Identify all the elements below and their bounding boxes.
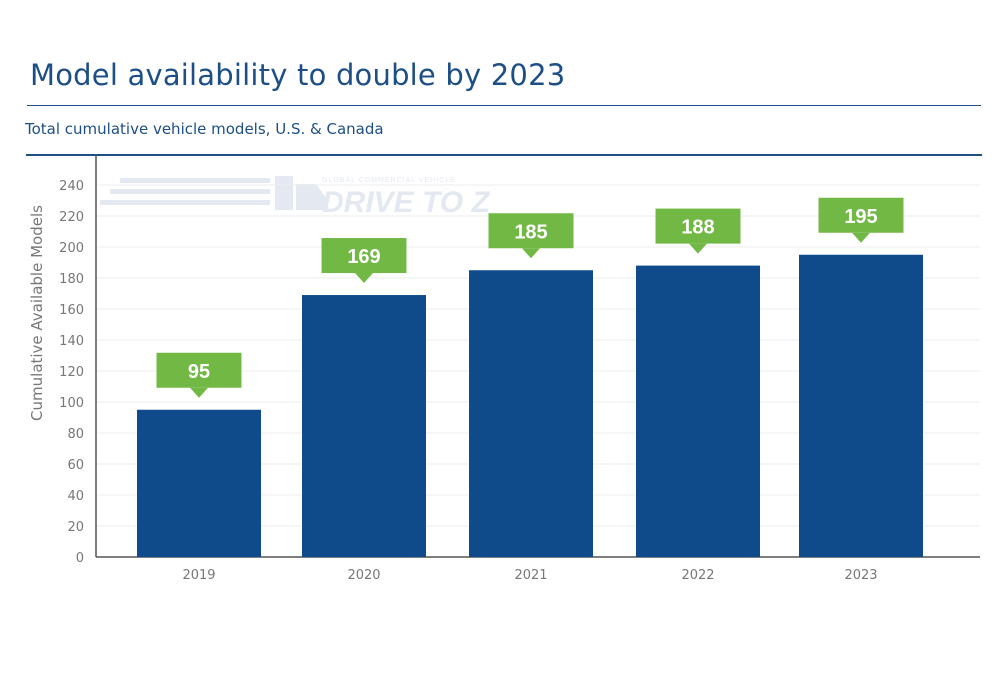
data-label: 169 — [321, 238, 407, 284]
data-label-pointer — [852, 232, 870, 243]
y-tick-label: 200 — [59, 241, 84, 256]
y-tick-label: 120 — [59, 365, 84, 380]
data-label-text: 169 — [347, 246, 380, 268]
data-label-text: 185 — [514, 221, 547, 243]
x-tick-label: 2022 — [681, 568, 714, 583]
data-label-box — [818, 197, 904, 233]
data-label-box — [156, 352, 242, 388]
x-tick-label: 2021 — [514, 568, 547, 583]
x-tick-label: 2020 — [347, 568, 380, 583]
data-label: 185 — [488, 213, 574, 259]
data-label: 195 — [818, 197, 904, 243]
y-tick-label: 180 — [59, 272, 84, 287]
data-label-text: 195 — [844, 206, 877, 228]
data-label-text: 188 — [681, 217, 714, 239]
data-label: 95 — [156, 352, 242, 398]
y-axis-label: Cumulative Available Models — [28, 205, 46, 421]
x-tick-label: 2023 — [844, 568, 877, 583]
y-tick-label: 80 — [67, 427, 84, 442]
chart-title: Model availability to double by 2023 — [30, 58, 566, 92]
bar — [799, 254, 923, 557]
data-label-box — [321, 238, 407, 274]
y-tick-label: 220 — [59, 210, 84, 225]
data-label-pointer — [689, 243, 707, 254]
bar — [636, 265, 760, 557]
y-tick-label: 160 — [59, 303, 84, 318]
chart-subtitle: Total cumulative vehicle models, U.S. & … — [25, 120, 384, 138]
y-tick-label: 60 — [67, 458, 84, 473]
data-label-pointer — [522, 248, 540, 259]
data-label: 188 — [655, 208, 741, 254]
y-tick-label: 20 — [67, 520, 84, 535]
x-tick-label: 2019 — [182, 568, 215, 583]
y-tick-label: 140 — [59, 334, 84, 349]
bar — [137, 409, 261, 557]
data-label-box — [488, 213, 574, 249]
y-tick-label: 0 — [76, 551, 84, 566]
y-tick-label: 100 — [59, 396, 84, 411]
title-divider — [27, 105, 981, 106]
data-label-box — [655, 208, 741, 244]
subtitle-divider — [26, 154, 982, 156]
data-label-text: 95 — [188, 361, 210, 383]
bar — [302, 295, 426, 557]
y-tick-label: 240 — [59, 179, 84, 194]
bar — [469, 270, 593, 557]
data-label-pointer — [355, 273, 373, 284]
y-tick-label: 40 — [67, 489, 84, 504]
data-label-pointer — [190, 387, 208, 398]
